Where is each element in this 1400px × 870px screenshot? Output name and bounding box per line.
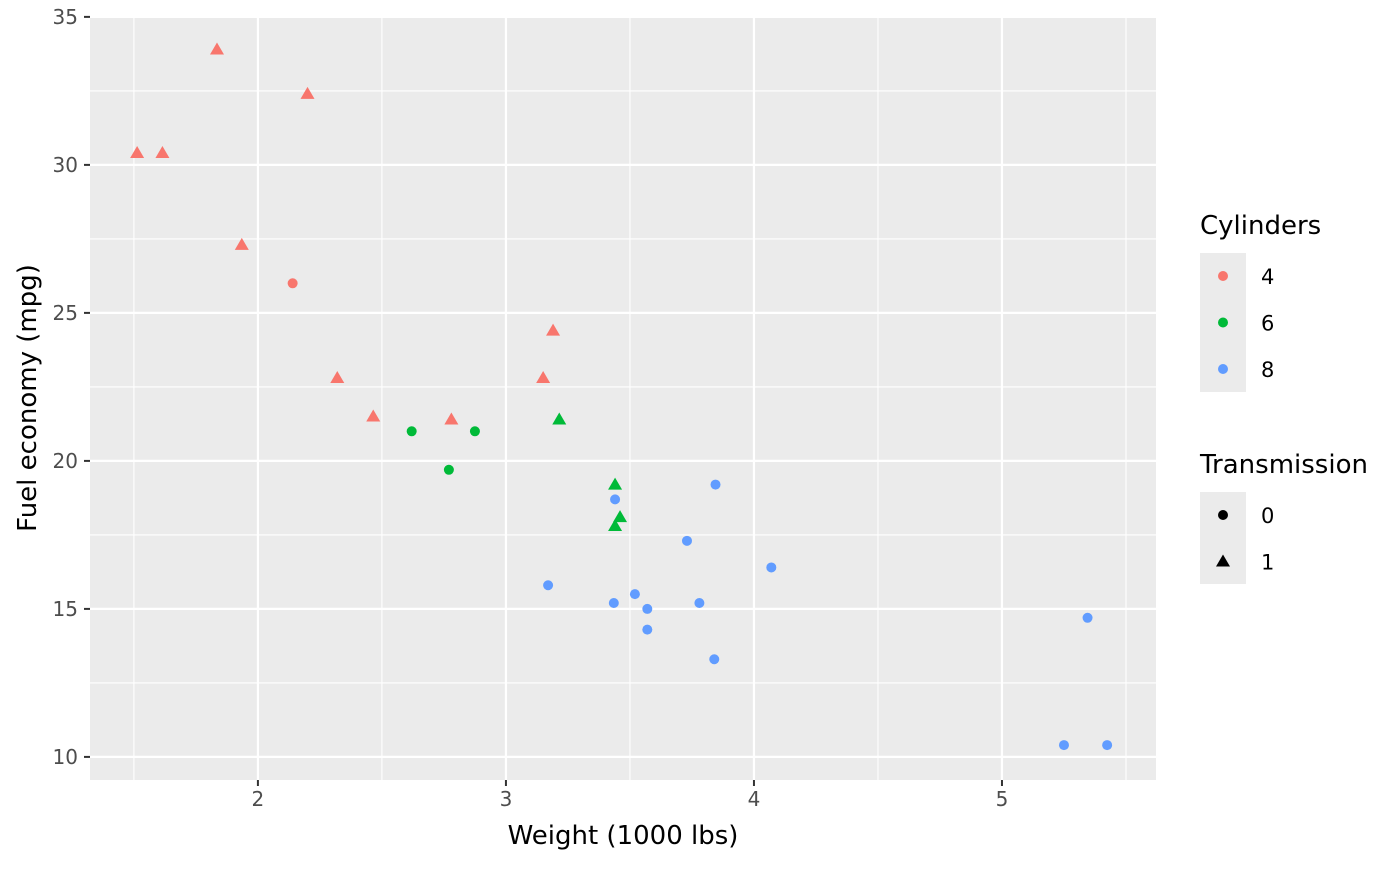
data-point (546, 323, 561, 336)
data-point (629, 589, 640, 600)
data-point (552, 412, 567, 425)
plot-panel (90, 15, 1156, 780)
y-tick-label: 25 (53, 301, 78, 325)
color-legend-title: Cylinders (1200, 211, 1321, 241)
data-point (766, 562, 777, 573)
x-tick-label: 3 (500, 787, 513, 811)
legend: Cylinders Transmission 4 6 8 0 1 (1199, 211, 1368, 584)
data-point (287, 278, 298, 289)
y-tick-label: 30 (53, 153, 78, 177)
x-tick-label: 4 (748, 787, 761, 811)
y-tick-label: 35 (53, 5, 78, 29)
y-tick-label: 20 (53, 449, 78, 473)
data-point (709, 654, 720, 665)
data-point (608, 519, 623, 532)
data-point (642, 624, 653, 635)
data-point (155, 146, 170, 159)
data-point (300, 86, 315, 99)
color-legend-key (1218, 364, 1228, 374)
panel-background (90, 16, 1156, 780)
color-legend-label: 6 (1261, 312, 1274, 336)
data-point (366, 409, 381, 422)
data-point (608, 477, 623, 490)
data-point (1082, 612, 1093, 623)
data-point (543, 580, 554, 591)
data-point (613, 510, 628, 523)
data-point (610, 494, 621, 505)
data-point (406, 426, 417, 437)
data-point (1102, 740, 1113, 751)
data-point (1058, 740, 1069, 751)
shape-legend-label: 1 (1261, 551, 1274, 575)
data-point (443, 464, 454, 475)
shape-legend-title: Transmission (1199, 450, 1368, 480)
data-point (130, 146, 145, 159)
data-point (694, 597, 705, 608)
data-point (234, 237, 249, 250)
axes: 2 3 4 5 10 15 20 25 30 35 (53, 5, 1009, 811)
y-tick-label: 15 (53, 597, 78, 621)
data-point (642, 603, 653, 614)
color-legend-label: 4 (1261, 265, 1274, 289)
data-point (444, 412, 459, 425)
data-points (130, 42, 1113, 751)
x-tick-label: 2 (252, 787, 265, 811)
data-point (469, 426, 480, 437)
shape-legend-key (1218, 510, 1228, 520)
shape-legend-keys-bg (1200, 492, 1246, 584)
data-point (330, 371, 345, 384)
data-point (681, 535, 692, 546)
shape-legend-key (1216, 554, 1230, 567)
data-point (209, 42, 224, 55)
x-tick-label: 5 (996, 787, 1009, 811)
y-tick-label: 10 (53, 745, 78, 769)
x-axis-label: Weight (1000 lbs) (508, 821, 739, 851)
shape-legend-label: 0 (1261, 504, 1274, 528)
data-point (710, 479, 721, 490)
y-axis-label: Fuel economy (mpg) (13, 264, 43, 532)
color-legend-label: 8 (1261, 358, 1274, 382)
color-legend-key (1218, 271, 1228, 281)
data-point (608, 597, 619, 608)
color-legend-key (1218, 317, 1228, 328)
data-point (536, 371, 551, 384)
